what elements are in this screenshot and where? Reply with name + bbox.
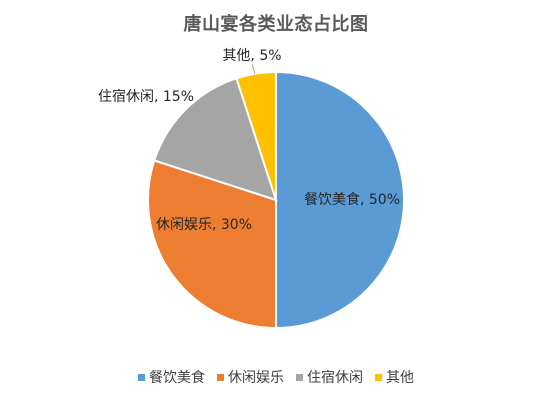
legend-item-4: 其他 xyxy=(375,367,414,387)
legend-label-4: 其他 xyxy=(386,370,414,386)
legend-label-1: 餐饮美食 xyxy=(149,370,205,386)
legend-label-3: 住宿休闲 xyxy=(307,370,363,386)
pie-slice-1 xyxy=(275,70,405,330)
data-label-4: 其他, 5% xyxy=(222,48,281,64)
legend-item-3: 住宿休闲 xyxy=(296,367,363,387)
legend-item-1: 餐饮美食 xyxy=(138,367,205,387)
legend-swatch-1 xyxy=(138,373,145,381)
chart-title: 唐山宴各类业态占比图 xyxy=(183,14,369,35)
legend-swatch-2 xyxy=(217,373,224,381)
data-label-3: 住宿休闲, 15% xyxy=(98,88,194,105)
legend-swatch-4 xyxy=(375,373,382,381)
data-label-1: 餐饮美食, 50% xyxy=(304,191,400,208)
data-label-2: 休闲娱乐, 30% xyxy=(156,217,252,233)
pie-slice-2 xyxy=(147,159,277,330)
legend-swatch-3 xyxy=(296,373,303,381)
leader-line xyxy=(251,63,256,75)
pie-slice-4 xyxy=(235,70,277,201)
legend-label-2: 休闲娱乐 xyxy=(228,370,284,386)
chart-legend: 餐饮美食 休闲娱乐 住宿休闲 其他 xyxy=(0,367,552,387)
legend-item-2: 休闲娱乐 xyxy=(217,367,284,387)
